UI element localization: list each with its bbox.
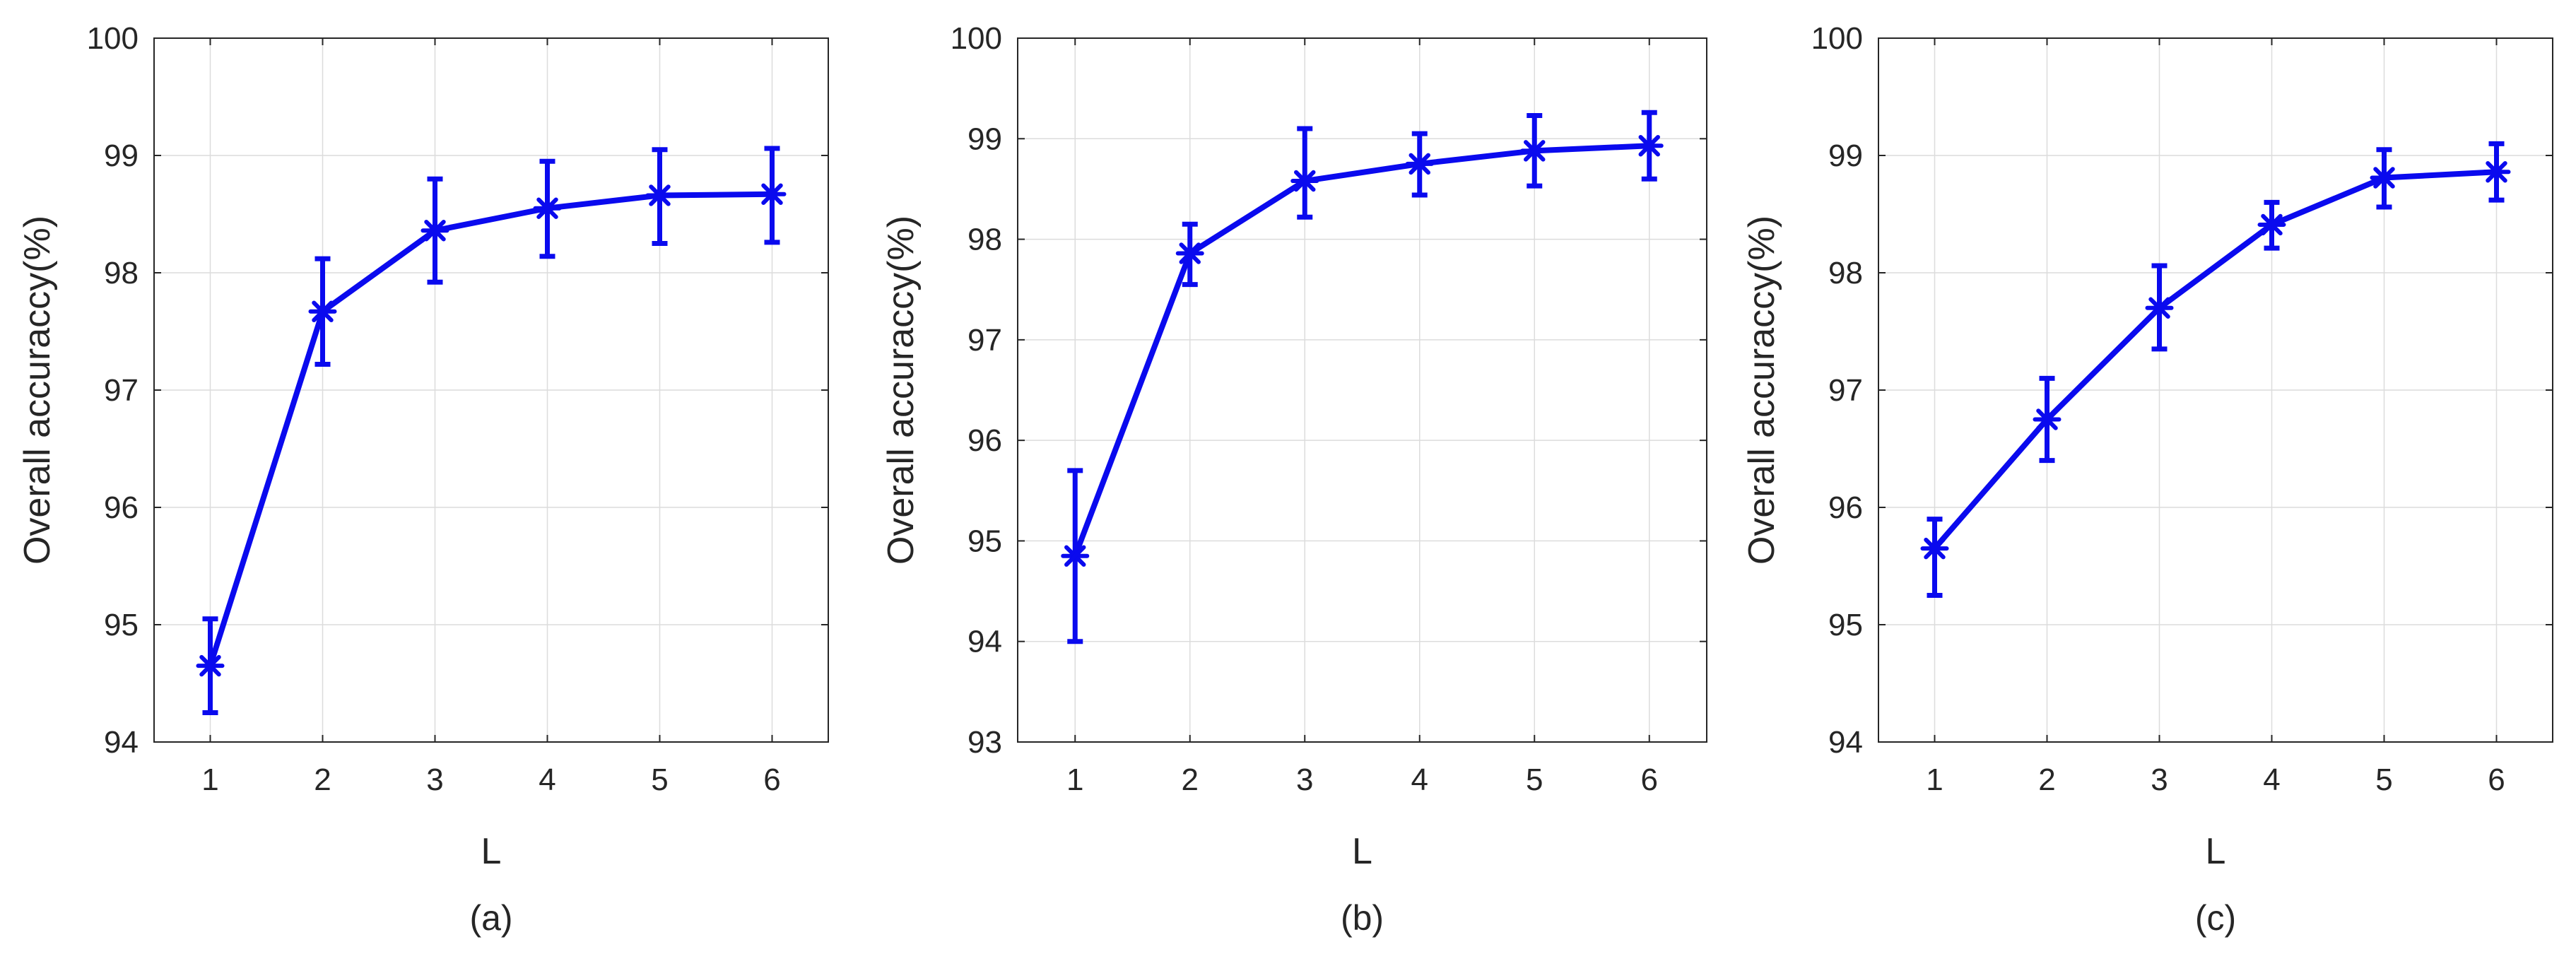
x-tick-label: 3 [1296, 762, 1313, 797]
marker-stroke [2148, 297, 2170, 319]
marker-stroke [1408, 153, 1430, 175]
panel-caption: (c) [2195, 898, 2236, 938]
x-tick-label: 1 [201, 762, 218, 797]
x-tick-label: 5 [651, 762, 668, 797]
x-tick-label: 1 [1066, 762, 1083, 797]
marker-stroke [1924, 537, 1946, 560]
y-tick-label: 93 [968, 725, 1002, 760]
panel-caption: (a) [469, 898, 512, 938]
x-tick-label: 1 [1926, 762, 1943, 797]
plot-area-frame [1017, 37, 1707, 743]
data-point-marker [1290, 167, 1319, 196]
x-tick-label: 6 [763, 762, 780, 797]
x-tick-label: 4 [1411, 762, 1428, 797]
data-point-marker [645, 181, 674, 210]
chart-panel-1: 94 95 96 97 98 99 100 1 2 3 4 5 6 L Overall accuraccy(… [17, 21, 829, 938]
marker-stroke [2486, 161, 2507, 183]
y-tick-label: 100 [87, 21, 139, 56]
data-point-marker [758, 179, 787, 208]
data-point-marker [1635, 131, 1664, 160]
y-tick-label: 100 [951, 21, 1002, 56]
y-tick-label: 97 [104, 373, 139, 408]
y-axis-label: Overall accuraccy(%) [17, 216, 58, 565]
data-point-marker [2482, 158, 2511, 187]
y-tick-label: 96 [1828, 490, 1863, 525]
x-tick-label: 3 [2151, 762, 2168, 797]
y-tick-label: 94 [968, 625, 1002, 659]
series-line [207, 191, 775, 669]
data-point-marker [2145, 293, 2174, 322]
y-tick-label: 100 [1811, 21, 1863, 56]
data-point-marker [2033, 405, 2062, 434]
y-tick-label: 99 [104, 139, 139, 173]
y-tick-label: 98 [1828, 256, 1863, 290]
x-tick-label: 5 [2375, 762, 2392, 797]
x-tick-label: 4 [2263, 762, 2280, 797]
marker-stroke [2261, 213, 2283, 236]
y-axis-label: Overall accuraccy(%) [1741, 216, 1782, 565]
x-tick-label: 2 [2038, 762, 2055, 797]
x-tick-label: 6 [1641, 762, 1658, 797]
x-tick-label: 6 [2488, 762, 2505, 797]
y-tick-label: 95 [968, 524, 1002, 558]
marker-stroke [649, 184, 671, 206]
data-point-marker [308, 297, 337, 326]
x-tick-label: 3 [426, 762, 443, 797]
marker-stroke [2373, 167, 2395, 189]
y-tick-label: 99 [1828, 139, 1863, 173]
marker-stroke [1064, 545, 1086, 567]
x-axis-label: L [481, 831, 502, 872]
y-tick-label: 98 [968, 223, 1002, 257]
y-tick-label: 95 [1828, 608, 1863, 642]
y-tick-label: 97 [1828, 373, 1863, 408]
panel-caption: (b) [1341, 898, 1384, 938]
x-tick-label: 2 [314, 762, 331, 797]
y-tick-label: 98 [104, 256, 139, 290]
marker-stroke [536, 197, 558, 219]
data-point-marker [2370, 163, 2399, 192]
marker-stroke [199, 654, 221, 677]
data-point-marker [196, 652, 225, 681]
y-tick-label: 99 [968, 122, 1002, 156]
series-line [1072, 143, 1652, 559]
marker-stroke [2036, 408, 2058, 430]
x-tick-label: 2 [1182, 762, 1199, 797]
chart-panel-3: 94 95 96 97 98 99 100 1 2 3 4 5 6 L Overall accuraccy(… [1741, 21, 2553, 938]
chart-panel-2: 93 94 95 96 97 98 99 100 1 2 3 4 5 6 L Overall accuracc… [881, 21, 1707, 938]
y-tick-label: 95 [104, 608, 139, 642]
x-tick-label: 5 [1526, 762, 1543, 797]
data-point-marker [1061, 541, 1090, 570]
x-tick-label: 4 [539, 762, 555, 797]
y-tick-label: 94 [1828, 725, 1863, 760]
x-axis-label: L [1352, 831, 1372, 872]
marker-stroke [312, 300, 334, 323]
x-axis-label: L [2206, 831, 2226, 872]
y-tick-label: 97 [968, 323, 1002, 358]
y-axis-label: Overall accuraccy(%) [881, 216, 922, 565]
marker-stroke [1638, 135, 1660, 157]
y-tick-label: 96 [968, 423, 1002, 458]
marker-stroke [1524, 140, 1546, 162]
data-point-marker [1405, 149, 1434, 178]
y-tick-label: 94 [104, 725, 139, 760]
marker-stroke [1179, 242, 1201, 264]
data-point-marker [1520, 136, 1549, 165]
marker-stroke [424, 220, 446, 242]
data-point-marker [2257, 210, 2286, 239]
data-point-marker [420, 216, 449, 245]
data-point-marker [533, 194, 562, 223]
data-point-marker [1920, 534, 1949, 563]
y-tick-label: 96 [104, 490, 139, 525]
marker-stroke [761, 183, 783, 206]
series-line [1931, 169, 2500, 552]
data-point-marker [1175, 239, 1204, 268]
marker-stroke [1294, 170, 1316, 192]
